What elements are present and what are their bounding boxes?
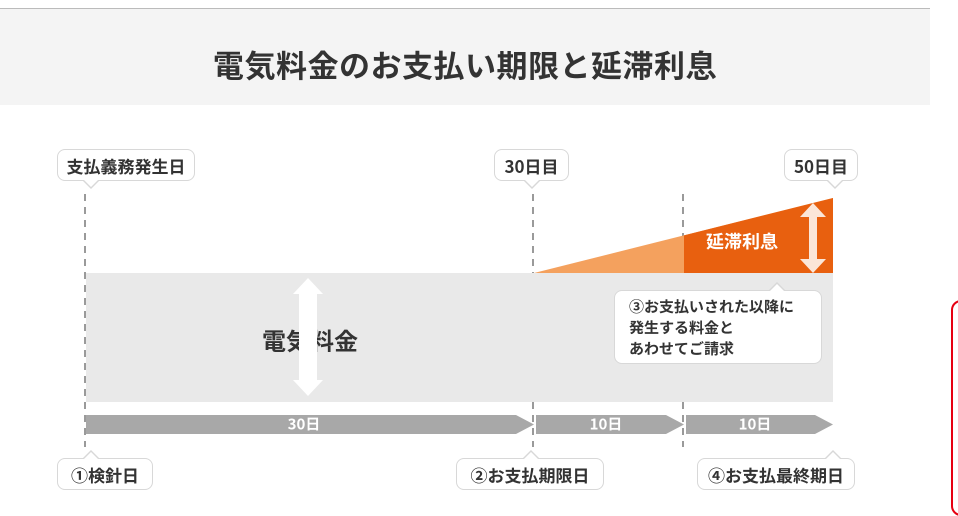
svg-text:10日: 10日: [739, 414, 772, 435]
svg-text:10日: 10日: [590, 414, 623, 435]
svg-text:30日: 30日: [288, 414, 321, 435]
